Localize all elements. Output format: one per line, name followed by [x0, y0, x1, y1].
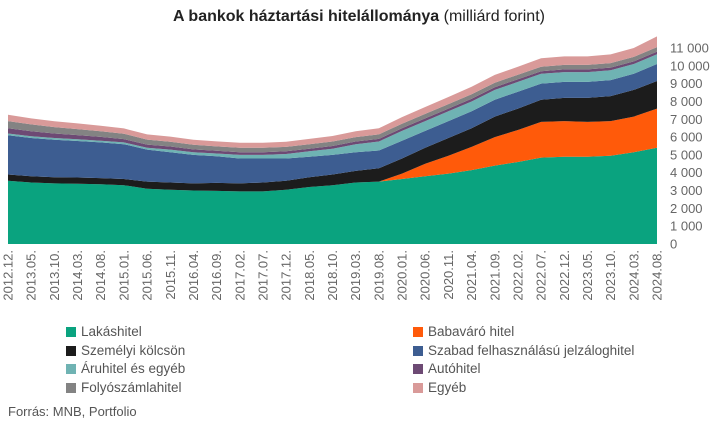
y-tick-label: 1 000	[670, 219, 703, 234]
y-tick-label: 6 000	[670, 130, 703, 145]
x-tick-label: 2012.12.	[1, 250, 16, 301]
x-tick-label: 2014.08.	[93, 250, 108, 301]
legend-swatch	[66, 382, 76, 393]
x-tick-label: 2018.10.	[325, 250, 340, 301]
stacked-area-chart: 0 1 000 2 000 3 000 4 000 5 000 6 000 7 000 8 00…	[1, 36, 710, 301]
legend-label: Szabad felhasználású jelzáloghitel	[428, 342, 635, 358]
x-tick-label: 2019.08.	[371, 250, 386, 301]
x-tick-label: 2014.03.	[70, 250, 85, 301]
legend-label: Személyi kölcsön	[81, 342, 186, 358]
y-tick-label: 0	[670, 237, 677, 252]
chart-title: A bankok háztartási hitelállománya (mill…	[0, 8, 718, 26]
x-tick-label: 2015.01.	[116, 250, 131, 301]
area-layers	[8, 36, 657, 244]
x-tick-label: 2017.02.	[232, 250, 247, 301]
x-tick-label: 2023.10.	[603, 250, 618, 301]
area-szemelyi-kolcson	[8, 81, 657, 192]
x-tick-label: 2015.06.	[140, 250, 155, 301]
x-axis-ticks: 2012.12. 2013.05. 2013.10. 2014.03. 2014.08.…	[1, 250, 665, 301]
area-babavaro-hitel	[8, 108, 657, 192]
area-szabad-felhasznalasu-jelzaloghitel	[8, 64, 657, 184]
legend-item-szabad-felhasznalasu-jelzaloghitel: Szabad felhasználású jelzáloghitel	[413, 343, 634, 358]
y-tick-label: 10 000	[670, 58, 710, 73]
x-tick-label: 2017.07.	[255, 250, 270, 301]
legend-swatch	[413, 382, 423, 393]
x-tick-label: 2018.05.	[302, 250, 317, 301]
y-tick-label: 9 000	[670, 76, 703, 91]
area-lakashitel	[8, 147, 657, 244]
x-tick-label: 2017.12.	[279, 250, 294, 301]
legend-label: Folyószámlahitel	[81, 379, 182, 395]
legend-label: Egyéb	[428, 379, 467, 395]
x-tick-label: 2022.07.	[534, 250, 549, 301]
x-tick-label: 2023.05.	[580, 250, 595, 301]
x-tick-label: 2022.02.	[510, 250, 525, 301]
legend-item-egyeb: Egyéb	[413, 380, 466, 395]
x-tick-label: 2020.01.	[395, 250, 410, 301]
y-tick-label: 4 000	[670, 165, 703, 180]
x-tick-label: 2024.03.	[626, 250, 641, 301]
legend-label: Lakáshitel	[81, 324, 142, 339]
x-tick-label: 2020.06.	[418, 250, 433, 301]
legend-item-autohitel: Autóhitel	[413, 361, 481, 376]
y-tick-label: 8 000	[670, 94, 703, 109]
legend-swatch	[66, 345, 76, 356]
legend-swatch	[66, 327, 76, 337]
x-tick-label: 2016.09.	[209, 250, 224, 301]
x-tick-label: 2022.12.	[557, 250, 572, 301]
y-tick-label: 2 000	[670, 201, 703, 216]
x-tick-label: 2021.09.	[487, 250, 502, 301]
legend-item-aruhitel-es-egyeb: Áruhitel és egyéb	[66, 361, 185, 376]
legend-label: Babaváró hitel	[428, 324, 515, 339]
y-tick-label: 3 000	[670, 183, 703, 198]
y-axis-ticks: 0 1 000 2 000 3 000 4 000 5 000 6 000 7 000 8 00…	[670, 41, 710, 252]
x-tick-label: 2013.05.	[24, 250, 39, 301]
legend-swatch	[413, 345, 423, 356]
chart-subtitle: (milliárd forint)	[443, 8, 545, 25]
legend-item-szemelyi-kolcson: Személyi kölcsön	[66, 343, 185, 358]
x-tick-label: 2020.11.	[441, 250, 456, 300]
legend-label: Áruhitel és egyéb	[81, 361, 186, 376]
y-tick-label: 11 000	[670, 41, 709, 56]
legend-item-babavaro-hitel: Babaváró hitel	[413, 324, 514, 339]
x-tick-label: 2015.11.	[163, 250, 178, 300]
x-tick-label: 2021.04.	[464, 250, 479, 301]
legend-item-folyoszamlahitel: Folyószámlahitel	[66, 380, 182, 395]
legend-swatch	[413, 364, 423, 374]
legend-label: Autóhitel	[428, 361, 481, 376]
y-tick-label: 5 000	[670, 147, 703, 162]
chart-title-main: A bankok háztartási hitelállománya	[173, 8, 440, 25]
y-tick-label: 7 000	[670, 112, 703, 127]
x-tick-label: 2016.04.	[186, 250, 201, 301]
x-tick-label: 2024.08.	[650, 250, 665, 301]
x-tick-label: 2019.03.	[348, 250, 363, 301]
legend-swatch	[66, 364, 76, 374]
legend-item-lakashitel: Lakáshitel	[66, 324, 142, 339]
x-tick-label: 2013.10.	[47, 250, 62, 301]
source-note: Forrás: MNB, Portfolio	[8, 404, 137, 419]
legend-swatch	[413, 327, 423, 337]
